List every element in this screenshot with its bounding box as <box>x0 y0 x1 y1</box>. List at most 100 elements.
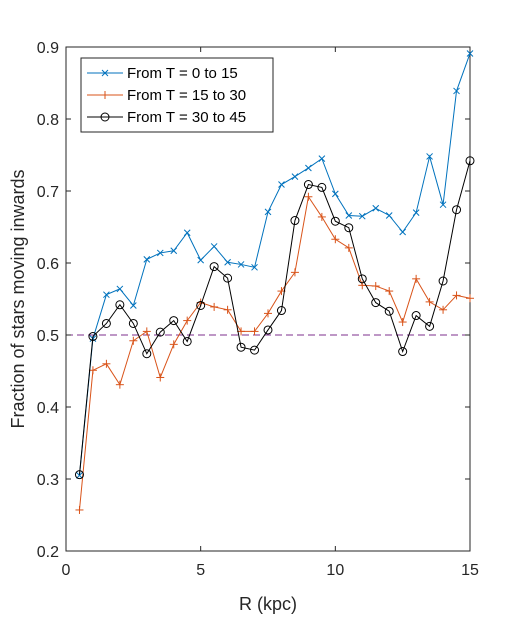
x-marker <box>278 181 285 188</box>
x-tick-label: 15 <box>461 562 479 579</box>
x-tick-label: 0 <box>62 562 71 579</box>
x-marker <box>345 212 353 219</box>
plus-marker <box>223 305 232 314</box>
plus-marker <box>412 274 421 283</box>
x-marker <box>372 204 380 212</box>
plus-marker <box>156 373 165 382</box>
x-marker <box>251 263 258 271</box>
series-1 <box>76 50 474 479</box>
circle-marker <box>196 300 206 310</box>
plus-marker <box>102 359 111 368</box>
circle-marker <box>236 342 246 352</box>
y-axis-label: Fraction of stars moving inwards <box>8 169 28 428</box>
series-layer <box>74 50 475 514</box>
plus-marker <box>304 192 313 201</box>
circle-marker <box>169 316 179 326</box>
plus-marker <box>115 380 124 389</box>
y-tick-label: 0.6 <box>37 256 59 273</box>
x-marker <box>156 249 164 257</box>
circle-marker <box>357 274 367 284</box>
legend-item: From T = 15 to 30 <box>87 87 246 104</box>
circle-marker <box>438 276 448 286</box>
circle-marker <box>384 306 394 316</box>
x-marker <box>143 256 151 263</box>
series-line <box>78 160 471 475</box>
x-marker <box>237 261 245 268</box>
circle-marker <box>411 311 421 321</box>
circle-marker <box>303 180 313 190</box>
x-marker <box>358 212 366 220</box>
x-marker <box>76 472 83 479</box>
circle-marker <box>142 349 152 359</box>
x-marker <box>291 173 299 180</box>
circle-marker <box>425 321 435 331</box>
x-marker <box>331 190 339 198</box>
plus-marker <box>452 291 461 300</box>
circle-marker <box>101 318 111 328</box>
x-marker <box>101 69 109 77</box>
x-marker <box>210 243 218 250</box>
series-3 <box>74 156 475 480</box>
circle-marker <box>465 156 475 166</box>
circle-marker <box>155 327 165 337</box>
legend-item: From T = 0 to 15 <box>87 65 238 82</box>
plus-marker <box>264 309 272 318</box>
x-marker <box>129 302 137 309</box>
circle-marker <box>100 112 110 122</box>
x-marker <box>399 228 407 236</box>
legend: From T = 0 to 15 From T = 15 to 30 From T … <box>80 57 274 133</box>
plus-marker <box>210 302 219 311</box>
circle-marker <box>182 336 192 346</box>
circle-marker <box>250 345 260 355</box>
plus-marker <box>439 305 448 314</box>
x-marker <box>170 247 178 255</box>
x-marker <box>116 285 124 293</box>
circle-marker <box>223 273 233 283</box>
y-tick-label: 0.3 <box>37 472 59 489</box>
plus-marker <box>250 327 259 336</box>
x-axis-label: R (kpc) <box>239 594 297 614</box>
y-tick-label: 0.8 <box>37 112 59 129</box>
x-marker <box>103 291 110 299</box>
circle-marker <box>88 331 98 341</box>
plus-marker <box>183 316 192 325</box>
circle-marker <box>209 262 219 272</box>
y-tick-label: 0.4 <box>37 400 59 417</box>
x-marker <box>318 155 326 162</box>
x-marker <box>305 164 312 172</box>
circle-marker <box>290 216 300 226</box>
x-marker <box>264 208 272 216</box>
legend-item: From T = 30 to 45 <box>87 109 246 126</box>
x-marker <box>385 212 393 219</box>
series-line <box>78 195 471 511</box>
circle-marker <box>371 298 381 308</box>
plus-marker <box>290 268 299 277</box>
series-line <box>78 53 471 476</box>
plus-marker <box>169 340 178 349</box>
y-tick-label: 0.5 <box>37 328 59 345</box>
x-marker <box>466 50 474 57</box>
legend-label: From T = 15 to 30 <box>127 87 246 104</box>
plus-marker <box>317 212 326 221</box>
plus-marker <box>129 336 138 345</box>
plus-marker <box>75 505 84 514</box>
circle-marker <box>344 223 354 233</box>
plus-marker <box>385 287 394 296</box>
x-marker <box>453 87 460 95</box>
plus-marker <box>371 282 380 291</box>
circle-marker <box>398 347 408 357</box>
plus-marker <box>142 327 151 336</box>
legend-label: From T = 0 to 15 <box>127 65 238 82</box>
x-tick-label: 5 <box>196 562 205 579</box>
y-tick-label: 0.2 <box>37 544 59 561</box>
legend-label: From T = 30 to 45 <box>127 109 246 126</box>
x-tick-label: 10 <box>326 562 344 579</box>
series-2 <box>75 192 474 514</box>
x-marker <box>183 229 191 237</box>
x-marker <box>439 201 447 209</box>
x-marker <box>426 153 433 160</box>
plus-marker <box>101 91 109 99</box>
plus-marker <box>344 243 353 252</box>
circle-marker <box>74 470 84 480</box>
